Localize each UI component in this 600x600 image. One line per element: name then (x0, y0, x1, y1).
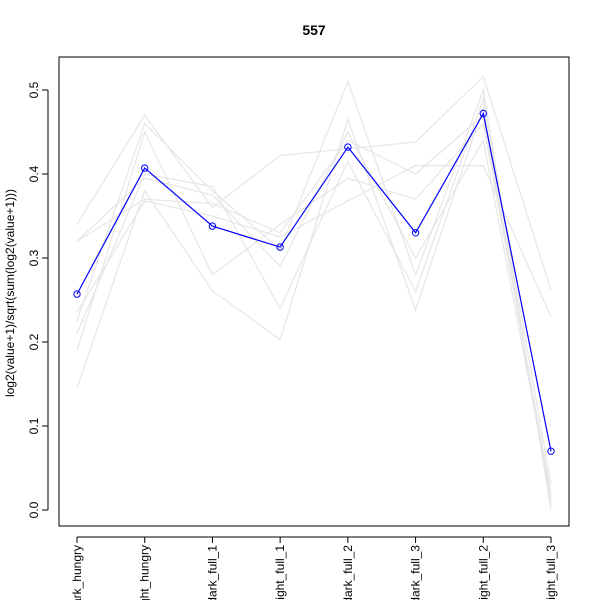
x-tick-label: dark_full_3 (409, 545, 423, 600)
data-point (208, 222, 217, 230)
background-series-line (76, 106, 552, 506)
y-tick-label: 0.5 (27, 81, 41, 98)
y-tick-label: 0.2 (27, 333, 41, 350)
highlighted-series-group (73, 109, 555, 455)
plot-box (58, 56, 570, 527)
x-tick-label: dark_full_1 (205, 545, 219, 600)
data-point (479, 109, 487, 118)
background-series-line (76, 75, 552, 291)
background-series-group (76, 75, 552, 511)
background-series-line (76, 79, 552, 511)
data-point (344, 143, 352, 151)
x-tick-label: light_full_2 (476, 545, 490, 600)
data-point (73, 290, 81, 298)
background-series-line (76, 130, 552, 498)
x-tick-label: light_full_3 (544, 545, 558, 600)
chart-title: 557 (302, 22, 326, 38)
y-tick-label: 0.1 (27, 417, 41, 434)
y-axis: 0.0 0.1 0.2 0.3 0.4 0.5 (27, 81, 49, 518)
y-axis-label: log2(value+1)/sqrt(sum(log2(value+1))) (3, 189, 17, 397)
y-tick-label: 0.0 (27, 501, 41, 518)
x-tick-label: light_hungry (138, 545, 152, 600)
background-series-line (76, 96, 552, 485)
data-point (547, 447, 555, 455)
data-point (141, 164, 149, 172)
x-axis: dark_hungry light_hungry dark_full_1 light_… (70, 536, 558, 600)
background-series-line (76, 165, 552, 318)
y-tick-label: 0.4 (27, 165, 41, 182)
x-tick-label: dark_full_2 (341, 545, 355, 600)
background-series-line (76, 122, 552, 494)
highlighted-series-line (76, 111, 552, 452)
data-point (276, 243, 284, 251)
x-tick-label: light_full_1 (273, 545, 287, 600)
data-point (411, 229, 420, 237)
background-series-line (76, 114, 552, 502)
y-tick-label: 0.3 (27, 249, 41, 266)
x-tick-label: dark_hungry (70, 545, 84, 600)
